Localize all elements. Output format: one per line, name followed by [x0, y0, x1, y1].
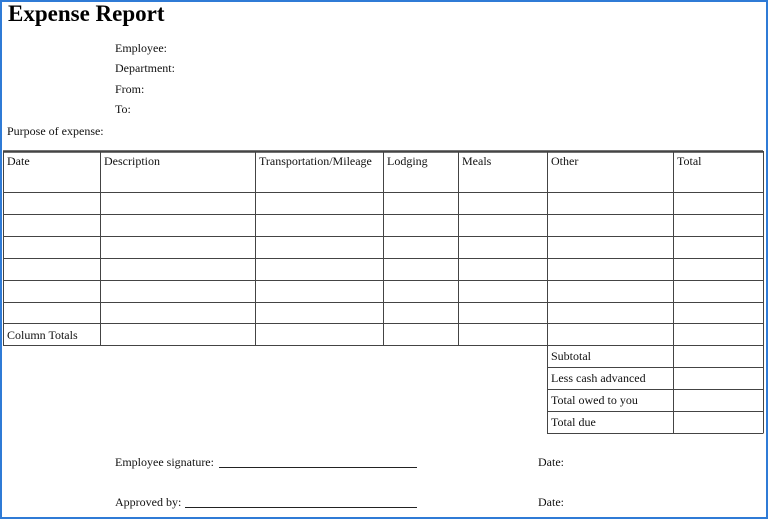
column-header: Transportation/Mileage — [259, 154, 372, 168]
purpose-label: Purpose of expense: — [7, 124, 104, 138]
summary-label: Subtotal — [551, 349, 592, 363]
column-header: Other — [551, 154, 579, 168]
date-label: Date: — [538, 495, 564, 509]
column-header: Total — [677, 154, 702, 168]
summary-label: Total owed to you — [551, 393, 638, 407]
column-header: Meals — [462, 154, 492, 168]
signature-label: Employee signature: — [115, 455, 214, 469]
column-totals-label: Column Totals — [7, 328, 78, 342]
column-header: Lodging — [387, 154, 428, 168]
signature-label: Approved by: — [115, 495, 182, 509]
column-header: Description — [104, 154, 160, 168]
field-label: Department: — [115, 61, 175, 76]
summary-label: Total due — [551, 415, 596, 429]
column-header: Date — [7, 154, 30, 168]
field-label: Employee: — [115, 41, 167, 55]
summary-label: Less cash advanced — [551, 371, 646, 385]
title: Expense Report — [8, 1, 165, 26]
date-label: Date: — [538, 455, 564, 469]
field-label: To: — [115, 101, 131, 116]
field-label: From: — [115, 81, 145, 96]
